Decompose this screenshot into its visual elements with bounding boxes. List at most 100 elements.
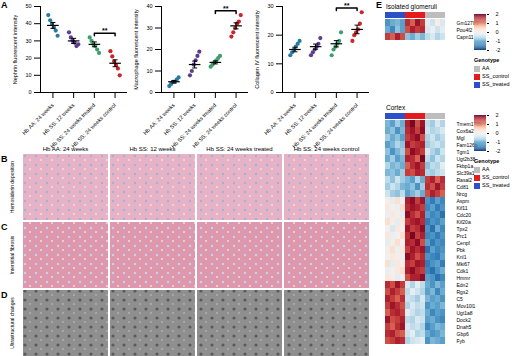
svg-text:Rgs2: Rgs2: [457, 289, 469, 295]
svg-text:Ugt2b38: Ugt2b38: [457, 156, 476, 162]
svg-text:Slc39a1: Slc39a1: [457, 170, 475, 176]
svg-text:Hb SS: 24 weeks treated: Hb SS: 24 weeks treated: [291, 102, 339, 150]
svg-text:2: 2: [496, 11, 499, 17]
svg-text:Dnah5: Dnah5: [457, 324, 472, 330]
svg-text:Macrophage fluorescent intensi: Macrophage fluorescent intensity: [133, 9, 139, 90]
svg-text:Collagen IV fluorescent intens: Collagen IV fluorescent intensity: [254, 10, 260, 89]
svg-text:Fam126b: Fam126b: [456, 141, 478, 148]
svg-text:20: 20: [146, 46, 152, 52]
svg-text:Tmem178b: Tmem178b: [456, 120, 482, 127]
svg-text:Cox6a2: Cox6a2: [457, 128, 474, 134]
svg-text:Nrcg: Nrcg: [457, 191, 468, 197]
svg-text:10: 10: [267, 61, 273, 67]
svg-text:Hemosiderin deposition: Hemosiderin deposition: [9, 161, 15, 213]
svg-text:Hb SS: 24 weeks control: Hb SS: 24 weeks control: [294, 146, 360, 152]
svg-text:Mki67: Mki67: [457, 261, 471, 267]
svg-text:Cdc20: Cdc20: [457, 212, 472, 218]
svg-text:0: 0: [28, 89, 31, 95]
svg-text:Hb SS: 24 weeks treated: Hb SS: 24 weeks treated: [170, 102, 218, 150]
svg-text:Kif11: Kif11: [457, 205, 468, 211]
svg-text:Tgm1: Tgm1: [457, 149, 470, 155]
svg-text:Prc1: Prc1: [457, 233, 468, 239]
svg-text:Hb SS: 24 weeks control: Hb SS: 24 weeks control: [312, 102, 359, 149]
svg-text:2: 2: [496, 112, 499, 118]
svg-text:1: 1: [496, 20, 499, 26]
svg-text:Hb SS: 24 weeks control: Hb SS: 24 weeks control: [70, 102, 117, 149]
svg-text:30: 30: [146, 25, 152, 31]
html-text:SS_treated: SS_treated: [482, 182, 510, 188]
html-text:A: A: [1, 0, 8, 10]
svg-text:Hmmr: Hmmr: [457, 275, 471, 281]
svg-text:Mgl: Mgl: [457, 135, 465, 141]
svg-text:Cenpf: Cenpf: [457, 240, 471, 246]
svg-text:Hb AA: 24 weeks: Hb AA: 24 weeks: [21, 102, 55, 136]
svg-text:C5: C5: [457, 296, 464, 302]
html-text:B: B: [1, 154, 8, 164]
svg-text:Hb SS: 24 weeks treated: Hb SS: 24 weeks treated: [49, 102, 97, 150]
svg-text:0: 0: [496, 130, 499, 136]
svg-text:Hb SS: 12 weeks: Hb SS: 12 weeks: [283, 102, 318, 137]
svg-text:30: 30: [267, 3, 273, 9]
svg-text:Hb SS: 12 weeks: Hb SS: 12 weeks: [41, 102, 76, 137]
html-text:Isolated glomeruli: Isolated glomeruli: [386, 3, 437, 10]
svg-text:Hb SS: 12 weeks: Hb SS: 12 weeks: [129, 146, 175, 152]
html-text:SS_treated: SS_treated: [482, 81, 510, 87]
svg-text:Pou4f2: Pou4f2: [457, 27, 473, 33]
svg-text:Fyb: Fyb: [457, 338, 466, 344]
svg-text:Ugt1a8: Ugt1a8: [457, 310, 473, 316]
svg-text:Rasal2: Rasal2: [457, 177, 473, 183]
svg-text:Capn11: Capn11: [457, 34, 474, 40]
svg-text:Ultrastructural changes: Ultrastructural changes: [9, 297, 15, 349]
svg-text:**: **: [344, 2, 350, 9]
svg-text:Hb SS: 24 weeks treated: Hb SS: 24 weeks treated: [206, 146, 272, 152]
svg-text:Hb SS: 12 weeks: Hb SS: 12 weeks: [162, 102, 197, 137]
svg-text:50: 50: [25, 3, 31, 9]
svg-text:0: 0: [496, 29, 499, 35]
svg-text:Cdk1: Cdk1: [457, 268, 469, 274]
svg-text:40: 40: [25, 20, 31, 26]
svg-text:20: 20: [25, 55, 31, 61]
svg-text:0: 0: [270, 89, 273, 95]
svg-text:40: 40: [146, 3, 152, 9]
svg-text:Edn2: Edn2: [457, 282, 469, 288]
svg-text:Tpx2: Tpx2: [457, 226, 468, 232]
svg-text:Cd81: Cd81: [457, 184, 469, 190]
svg-text:Mov10l1: Mov10l1: [457, 303, 476, 309]
html-text:SS_control: SS_control: [482, 174, 509, 180]
svg-text:Fkbp1a: Fkbp1a: [457, 163, 474, 169]
svg-text:Gm12789: Gm12789: [456, 19, 479, 26]
svg-text:Hb AA: 24 weeks: Hb AA: 24 weeks: [263, 102, 297, 136]
svg-text:Dock2: Dock2: [457, 317, 471, 323]
svg-text:Gbp6: Gbp6: [457, 331, 469, 337]
html-text:Genotype: Genotype: [474, 57, 500, 63]
svg-text:Interstitial fibrosis: Interstitial fibrosis: [9, 235, 15, 274]
svg-text:-2: -2: [496, 47, 501, 53]
html-text:Cortex: Cortex: [386, 104, 406, 111]
svg-text:Kif20a: Kif20a: [457, 219, 471, 225]
html-text:SS_control: SS_control: [482, 73, 509, 79]
svg-text:**: **: [102, 27, 108, 34]
html-text:D: D: [1, 290, 8, 300]
html-text:AA: AA: [482, 65, 490, 71]
svg-text:-1: -1: [496, 139, 501, 145]
svg-text:30: 30: [25, 38, 31, 44]
svg-text:**: **: [223, 5, 229, 12]
svg-text:10: 10: [25, 72, 31, 78]
svg-text:Nephrin fluorescent intensity: Nephrin fluorescent intensity: [12, 15, 18, 85]
svg-text:20: 20: [267, 32, 273, 38]
svg-text:-2: -2: [496, 148, 501, 154]
html-text:C: C: [1, 222, 8, 232]
svg-text:10: 10: [146, 68, 152, 74]
svg-text:Aspm: Aspm: [457, 198, 470, 204]
svg-text:Hb SS: 24 weeks control: Hb SS: 24 weeks control: [191, 102, 238, 149]
svg-text:Knl1: Knl1: [457, 254, 467, 260]
html-text:Genotype: Genotype: [474, 158, 500, 164]
html-text:E: E: [376, 0, 382, 10]
svg-text:Hb AA: 24 weeks: Hb AA: 24 weeks: [43, 146, 89, 152]
html-text:AA: AA: [482, 166, 490, 172]
svg-text:1: 1: [496, 121, 499, 127]
svg-text:-1: -1: [496, 38, 501, 44]
svg-text:0: 0: [149, 89, 152, 95]
svg-text:Hb AA: 24 weeks: Hb AA: 24 weeks: [142, 102, 176, 136]
svg-text:Pbk: Pbk: [457, 247, 466, 253]
